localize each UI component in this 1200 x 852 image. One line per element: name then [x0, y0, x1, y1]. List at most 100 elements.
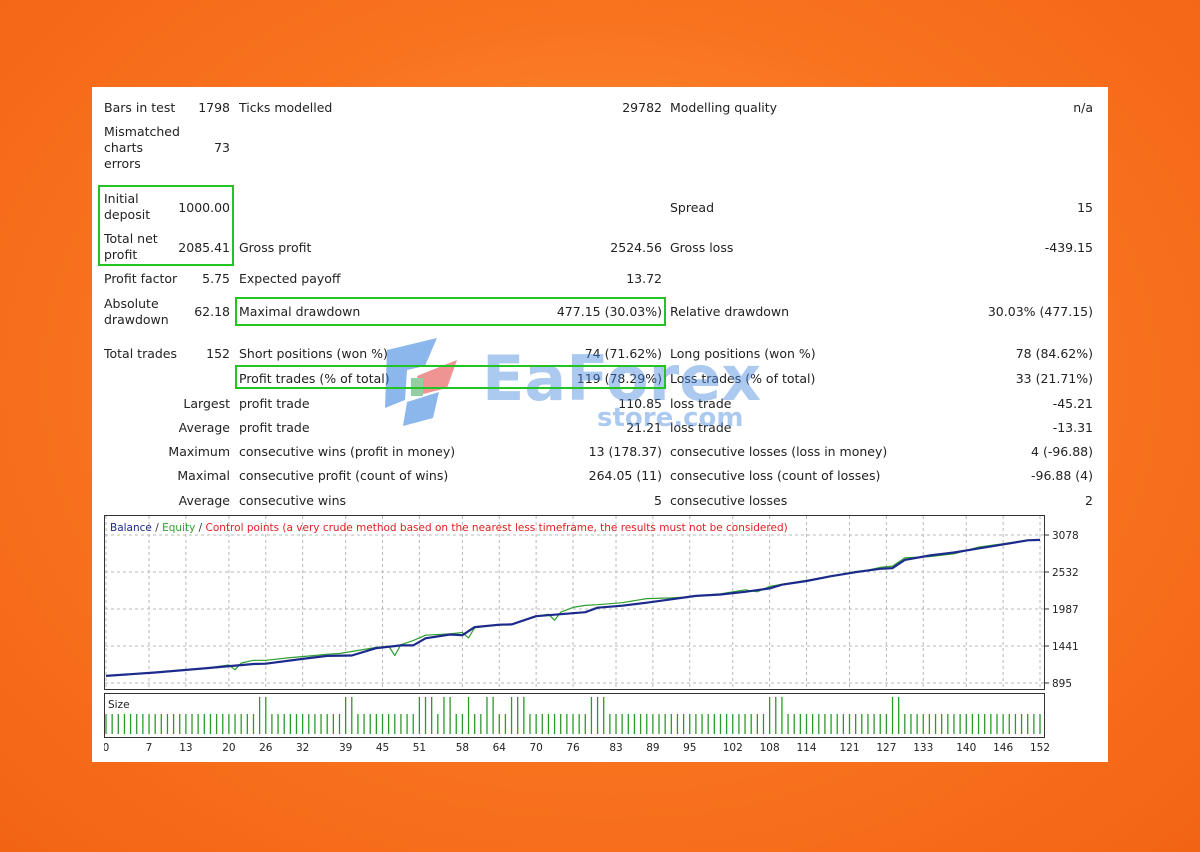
chart-series [105, 538, 1041, 677]
x-tick-label: 95 [683, 742, 696, 752]
svg-text:Balance / Equity / Control poi: Balance / Equity / Control points (a ver… [110, 522, 788, 534]
x-tick-label: 108 [760, 742, 780, 752]
short-positions-value: 74 (71.62%) [584, 346, 662, 361]
row-left-value: 13 (178.37) [588, 444, 662, 459]
x-tick-label: 89 [646, 742, 659, 752]
x-axis: 0 7 13 20 26 32 39 45 51 58 64 70 76 83 89 95 102 108 114 1… [104, 742, 1050, 752]
x-tick-label: 32 [296, 742, 309, 752]
row-prefix: Average [178, 420, 230, 435]
row-right-value: 2 [1085, 493, 1093, 508]
short-positions-label: Short positions (won %) [239, 346, 388, 361]
row-prefix: Average [178, 493, 230, 508]
profit-trades-label: Profit trades (% of total) [239, 371, 390, 386]
ticks-modelled-label: Ticks modelled [239, 100, 333, 115]
x-tick-label: 121 [839, 742, 859, 752]
row-right-label: loss trade [670, 396, 732, 411]
row-left-label: profit trade [239, 396, 310, 411]
x-tick-label: 140 [956, 742, 976, 752]
equity-line [105, 539, 1041, 677]
x-tick-label: 152 [1030, 742, 1050, 752]
y-tick-label: 1441 [1052, 641, 1079, 653]
legend-control: Control points (a very crude method base… [206, 522, 788, 534]
row-right-label: loss trade [670, 420, 732, 435]
highlight-box-profit-trades [235, 365, 666, 389]
size-bars [105, 697, 1041, 734]
absolute-drawdown-label: Absolute drawdown [104, 296, 169, 327]
mismatched-errors-value: 73 [214, 140, 230, 155]
long-positions-label: Long positions (won %) [670, 346, 816, 361]
row-prefix: Largest [183, 396, 230, 411]
x-tick-label: 83 [609, 742, 622, 752]
row-prefix: Maximal [177, 468, 230, 483]
balance-equity-chart: Balance / Equity / Control points (a ver… [104, 515, 1079, 752]
y-tick-label: 2532 [1052, 567, 1079, 579]
x-tick-label: 13 [179, 742, 192, 752]
expected-payoff-label: Expected payoff [239, 271, 341, 286]
row-right-value: -13.31 [1052, 420, 1093, 435]
x-tick-label: 133 [913, 742, 933, 752]
x-tick-label: 0 [104, 742, 109, 752]
row-left-value: 110.85 [618, 396, 662, 411]
row-right-label: consecutive loss (count of losses) [670, 468, 881, 483]
gross-loss-label: Gross loss [670, 240, 734, 255]
ticks-modelled-value: 29782 [622, 100, 662, 115]
x-tick-label: 64 [493, 742, 507, 752]
profit-factor-label: Profit factor [104, 271, 178, 286]
x-tick-label: 7 [146, 742, 153, 752]
row-right-value: 4 (-96.88) [1031, 444, 1093, 459]
chart-legend: Balance / Equity / Control points (a ver… [110, 522, 788, 534]
y-tick-label: 1987 [1052, 604, 1079, 616]
row-right-label: consecutive losses (loss in money) [670, 444, 888, 459]
total-net-profit-value: 2085.41 [178, 240, 230, 255]
row-left-value: 5 [654, 493, 662, 508]
bars-in-test-value: 1798 [198, 100, 230, 115]
x-tick-label: 20 [222, 742, 235, 752]
x-tick-label: 58 [456, 742, 469, 752]
total-trades-label: Total trades [104, 346, 178, 361]
chart-plot-frame [104, 515, 1045, 690]
modelling-quality-label: Modelling quality [670, 100, 778, 115]
spread-value: 15 [1077, 200, 1093, 215]
x-tick-label: 146 [993, 742, 1013, 752]
row-left-label: consecutive profit (count of wins) [239, 468, 449, 483]
balance-line [105, 538, 1041, 677]
bars-in-test-label: Bars in test [104, 100, 176, 115]
total-net-profit-label: Total net profit [104, 231, 158, 262]
legend-balance: Balance [110, 522, 152, 534]
row-left-value: 264.05 (11) [588, 468, 662, 483]
maximal-drawdown-value: 477.15 (30.03%) [556, 304, 662, 319]
absolute-drawdown-value: 62.18 [194, 304, 230, 319]
spread-label: Spread [670, 200, 715, 215]
x-tick-label: 114 [796, 742, 816, 752]
loss-trades-value: 33 (21.71%) [1015, 371, 1093, 386]
x-tick-label: 51 [413, 742, 426, 752]
long-positions-value: 78 (84.62%) [1015, 346, 1093, 361]
row-left-value: 21.21 [626, 420, 662, 435]
y-axis: 3078 2532 1987 1441 895 [1044, 530, 1079, 690]
row-prefix: Maximum [168, 444, 230, 459]
profit-trades-value: 119 (78.29%) [576, 371, 662, 386]
x-tick-label: 127 [876, 742, 896, 752]
chart-grid [105, 516, 1044, 689]
row-right-label: consecutive losses [670, 493, 788, 508]
initial-deposit-value: 1000.00 [178, 200, 230, 215]
total-trades-value: 152 [206, 346, 230, 361]
gross-loss-value: -439.15 [1044, 240, 1093, 255]
strategy-tester-report: Bars in test 1798 Ticks modelled 29782 M… [92, 87, 1108, 762]
modelling-quality-value: n/a [1073, 100, 1093, 115]
size-panel-frame [104, 693, 1045, 738]
x-tick-label: 70 [529, 742, 542, 752]
row-left-label: profit trade [239, 420, 310, 435]
legend-equity: Equity [162, 522, 195, 534]
expected-payoff-value: 13.72 [626, 271, 662, 286]
gross-profit-value: 2524.56 [610, 240, 662, 255]
gross-profit-label: Gross profit [239, 240, 312, 255]
x-tick-label: 39 [339, 742, 352, 752]
row-right-value: -45.21 [1052, 396, 1093, 411]
y-tick-label: 895 [1052, 678, 1072, 690]
maximal-drawdown-label: Maximal drawdown [239, 304, 361, 319]
loss-trades-label: Loss trades (% of total) [670, 371, 816, 386]
row-right-value: -96.88 (4) [1031, 468, 1093, 483]
x-tick-label: 76 [566, 742, 580, 752]
